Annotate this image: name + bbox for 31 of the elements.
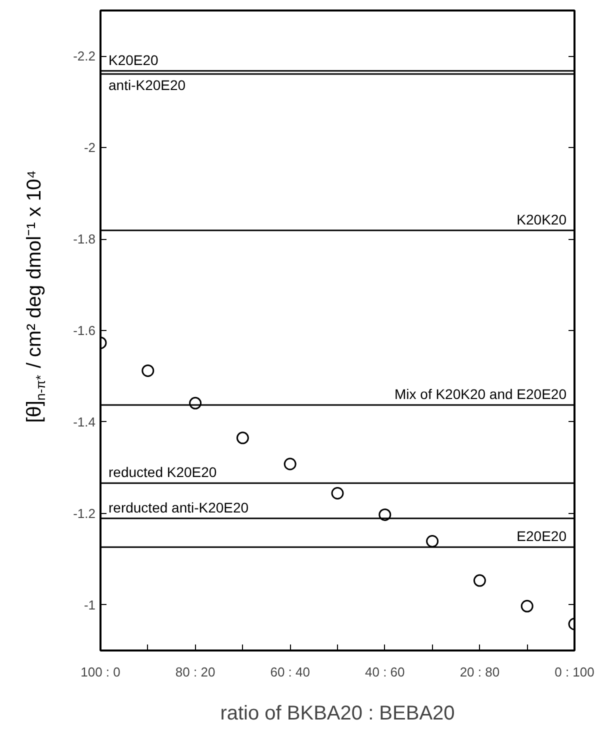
point [426, 535, 439, 548]
point [284, 458, 296, 470]
ref-line-label: Mix of K20K20 and E20E20 [394, 386, 567, 402]
x-tick-label: 80 : 20 [175, 664, 216, 680]
y-tick-label: -1 [84, 597, 96, 612]
point [189, 396, 202, 410]
ref-line-label: K20K20 [516, 211, 567, 228]
point [520, 600, 534, 612]
point [236, 432, 249, 444]
y-tick-label: -1.8 [73, 232, 96, 247]
ref-line-label: rerducted anti-K20E20 [108, 499, 249, 516]
ref-line-label: E20E20 [516, 528, 567, 544]
ref-line-label: K20E20 [108, 52, 159, 68]
point [378, 508, 392, 521]
x-axis-title: ratio of BKBA20 : BEBA20 [220, 702, 455, 724]
x-tick-label: 60 : 40 [270, 664, 310, 680]
x-tick-label: 100 : 0 [80, 664, 120, 680]
y-tick-label: -1.2 [73, 506, 96, 521]
x-tick-label: 0 : 100 [554, 664, 594, 680]
point [142, 364, 154, 377]
ref-line-label: anti-K20E20 [108, 77, 186, 94]
ref-line-label: reducted K20E20 [108, 464, 217, 480]
x-tick-label: 20 : 80 [460, 664, 500, 680]
y-tick-label: -2 [84, 140, 96, 156]
point [473, 574, 486, 587]
y-tick-label: -2.2 [73, 48, 96, 64]
point [331, 487, 344, 500]
y-tick-label: -1.6 [73, 323, 96, 338]
y-axis-title: [θ]n-π* / cm² deg dmol⁻¹ x 10⁴ [24, 170, 48, 423]
y-tick-label: -1.4 [73, 414, 96, 430]
x-tick-label: 40 : 60 [365, 664, 405, 680]
